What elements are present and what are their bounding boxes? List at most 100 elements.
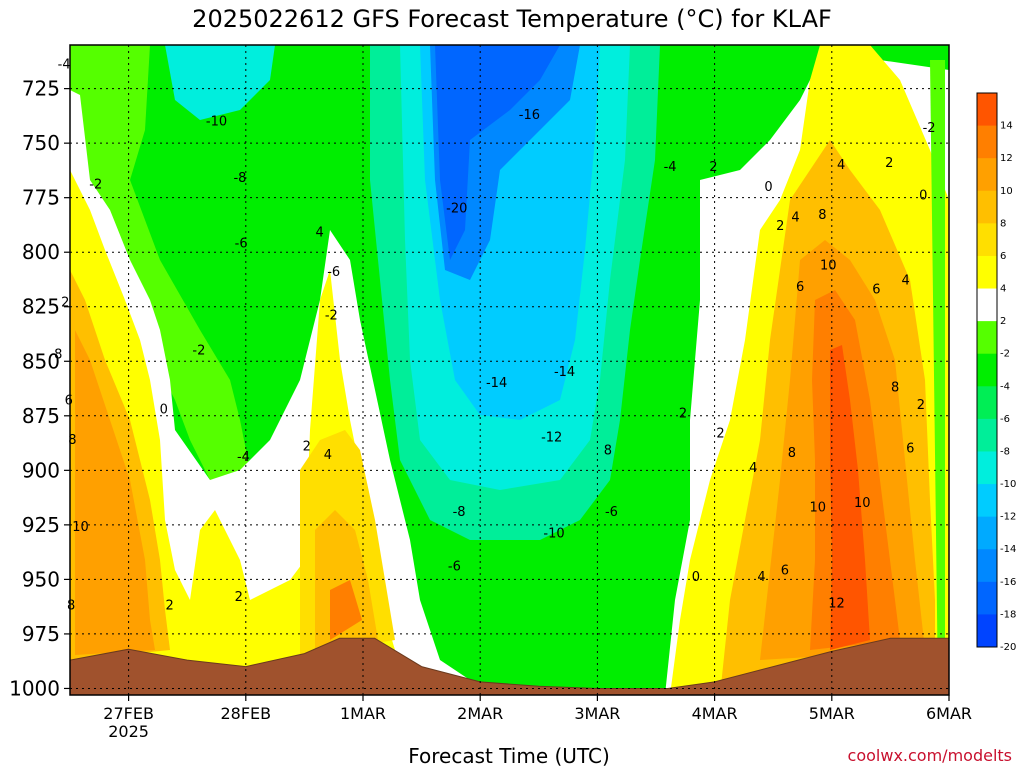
colorbar-swatch (977, 451, 997, 485)
y-tick-label: 925 (22, 513, 60, 537)
contour-label: 2 (776, 219, 784, 234)
contour-label: -14 (554, 365, 575, 380)
y-tick-label: 725 (22, 77, 60, 101)
region-orange-left-2 (75, 330, 155, 655)
colorbar-tick-label: 6 (1000, 251, 1006, 262)
contour-label: 4 (324, 448, 332, 463)
contour-label: -4 (664, 160, 677, 175)
contour-label: 2 (709, 160, 717, 175)
contour-label: 4 (901, 274, 909, 289)
contour-label: -6 (235, 236, 248, 251)
contour-label: 6 (796, 280, 804, 295)
plot-area (70, 45, 949, 695)
contour-label: 2 (679, 407, 687, 422)
y-tick-label: 900 (22, 458, 60, 482)
contour-label: 6 (872, 282, 880, 297)
contour-label: 2 (917, 398, 925, 413)
colorbar-tick-label: 14 (1000, 121, 1013, 132)
contour-label: -16 (519, 108, 540, 123)
x-tick-label: 28FEB (220, 704, 271, 723)
region-green-strip (930, 60, 945, 690)
colorbar-swatch (977, 386, 997, 420)
contour-label: 2 (61, 295, 69, 310)
contour-label: -2 (923, 121, 936, 136)
region-blue-2 (435, 45, 560, 260)
colorbar-swatch (977, 516, 997, 550)
colorbar-swatch (977, 353, 997, 387)
colorbar-swatch (977, 288, 997, 322)
colorbar-swatch (977, 418, 997, 452)
contour-label: -8 (233, 171, 246, 186)
contour-label: 2 (165, 599, 173, 614)
y-tick-label: 800 (22, 240, 60, 264)
contour-label: 10 (809, 500, 826, 515)
contour-label: 10 (820, 258, 837, 273)
y-axis: 725 750 775 800 825 850 875 900 925 950 975 1000 (9, 77, 70, 700)
contour-label: 8 (68, 433, 76, 448)
contour-label: 2 (716, 426, 724, 441)
contour-label: 4 (837, 158, 845, 173)
grid (70, 45, 949, 695)
x-tick-sublabel: 2025 (108, 722, 149, 741)
colorbar-tick-label: 8 (1000, 218, 1006, 229)
contour-label: 4 (791, 210, 799, 225)
credit-link[interactable]: coolwx.com/modelts (848, 746, 1012, 765)
region-orange-mid-3 (330, 580, 362, 640)
contour-label: 12 (828, 596, 845, 611)
y-tick-label: 875 (22, 404, 60, 428)
colorbar-swatch (977, 158, 997, 192)
contour-label: -6 (605, 505, 618, 520)
colorbar-swatch (977, 614, 997, 648)
colorbar-tick-label: -10 (1000, 479, 1016, 490)
colorbar-tick-label: -16 (1000, 577, 1016, 588)
x-tick-label: 4MAR (692, 704, 738, 723)
colorbar-swatch (977, 484, 997, 518)
contour-label: -2 (89, 178, 102, 193)
contour-label: -10 (206, 114, 227, 129)
temperature-shading (70, 45, 949, 695)
x-axis-label: Forecast Time (UTC) (408, 744, 610, 768)
contour-label: -2 (192, 343, 205, 358)
colorbar-tick-label: -20 (1000, 642, 1016, 653)
colorbar-tick-label: -2 (1000, 349, 1010, 360)
contour-label: 6 (781, 564, 789, 579)
contour-label: 4 (749, 461, 757, 476)
contour-label: 8 (604, 444, 612, 459)
x-tick-label: 6MAR (926, 704, 972, 723)
y-tick-label: 975 (22, 622, 60, 646)
contour-label: 0 (919, 189, 927, 204)
colorbar-border (976, 92, 998, 648)
contour-label: 8 (788, 446, 796, 461)
colorbar-tick-label: 10 (1000, 186, 1013, 197)
contour-label: 0 (764, 180, 772, 195)
contour-label: 2 (303, 439, 311, 454)
colorbar-tick-label: -12 (1000, 512, 1016, 523)
colorbar-swatch (977, 125, 997, 159)
y-tick-label: 750 (22, 131, 60, 155)
y-tick-label: 1000 (9, 676, 60, 700)
contour-label: -8 (453, 505, 466, 520)
contour-label: 4 (315, 226, 323, 241)
contour-label: 6 (906, 442, 914, 457)
contour-label: 4 (757, 570, 765, 585)
colorbar-swatch (977, 223, 997, 257)
colorbar-swatch (977, 255, 997, 290)
contour-label: 2 (235, 590, 243, 605)
y-tick-label: 850 (22, 349, 60, 373)
y-tick-label: 950 (22, 567, 60, 591)
contour-label: 10 (72, 520, 89, 535)
colorbar-tick-label: 4 (1000, 284, 1006, 295)
contour-label: 0 (692, 570, 700, 585)
contour-label: -12 (541, 431, 562, 446)
x-tick-label: 5MAR (809, 704, 855, 723)
colorbar-tick-label: 2 (1000, 316, 1006, 327)
contour-label: 6 (65, 394, 73, 409)
contour-label: -2 (325, 308, 338, 323)
colorbar-swatch (977, 549, 997, 583)
chart-title: 2025022612 GFS Forecast Temperature (°C)… (192, 5, 832, 33)
contour-label: 8 (818, 208, 826, 223)
region-cyan-top (165, 45, 275, 120)
